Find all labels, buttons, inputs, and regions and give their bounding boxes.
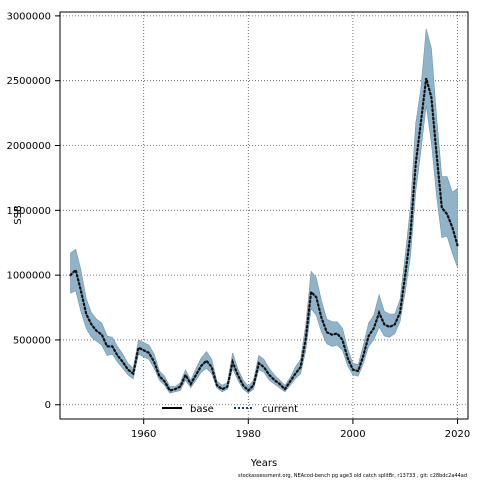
legend: base current	[162, 404, 298, 415]
x-tick-label-1: 1980	[236, 429, 261, 440]
footer-caption: stockassessment.org, NEAcod-bench pg age…	[238, 473, 468, 479]
y-axis: 0 500000 1000000 1500000 2000000 2500000 30000…	[6, 11, 60, 411]
y-tick-label-2: 1000000	[6, 271, 51, 282]
y-tick-label-3: 1500000	[6, 206, 51, 217]
y-tick-label-1: 500000	[13, 335, 51, 346]
plot-frame	[59, 11, 469, 420]
series-line-current	[69, 77, 459, 393]
y-tick-label-0: 0	[45, 400, 51, 411]
y-tick-label-4: 2000000	[6, 141, 51, 152]
confidence-band-layer	[70, 28, 458, 394]
y-tick-label-6: 3000000	[6, 11, 51, 22]
x-tick-label-0: 1960	[131, 429, 156, 440]
legend-label-current: current	[262, 404, 298, 415]
x-tick-label-2: 2000	[340, 429, 365, 440]
series-line-layer	[69, 77, 459, 393]
x-axis: 1960 1980 2000 2020	[131, 419, 470, 440]
y-axis-label: SSB	[13, 205, 24, 225]
y-tick-label-5: 2500000	[6, 76, 51, 87]
x-tick-label-3: 2020	[445, 429, 470, 440]
confidence-band	[70, 28, 458, 394]
x-axis-label: Years	[250, 458, 277, 469]
legend-label-base: base	[190, 404, 214, 415]
grid-layer	[60, 12, 468, 419]
